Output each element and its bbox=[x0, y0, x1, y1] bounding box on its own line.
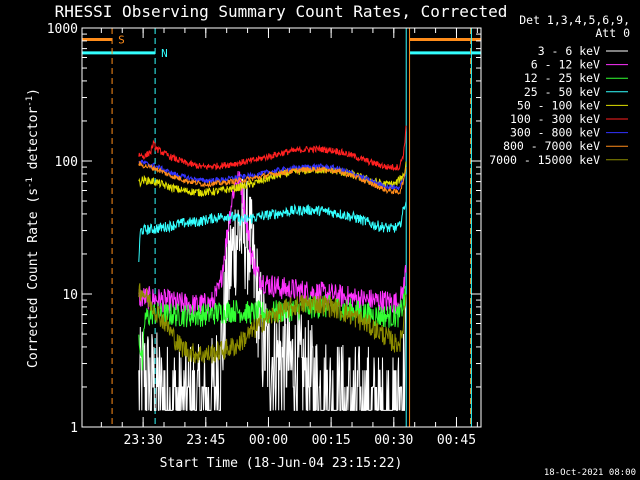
marker-lines bbox=[111, 28, 472, 427]
legend-label: 50 - 100 keV bbox=[517, 98, 600, 112]
legend-label: 12 - 25 keV bbox=[524, 71, 600, 85]
x-tick-label: 00:15 bbox=[312, 433, 351, 448]
x-tick-label: 23:30 bbox=[124, 433, 163, 448]
x-tick-label: 00:45 bbox=[437, 433, 476, 448]
x-tick-label: 00:00 bbox=[249, 433, 288, 448]
x-tick-label: 00:30 bbox=[374, 433, 413, 448]
chart-title: RHESSI Observing Summary Count Rates, Co… bbox=[55, 2, 508, 21]
legend-label: 800 - 7000 keV bbox=[503, 139, 600, 153]
legend-label: 7000 - 15000 keV bbox=[489, 153, 600, 167]
legend-label: 300 - 800 keV bbox=[510, 126, 600, 140]
flag-label: N bbox=[161, 47, 168, 60]
series-group bbox=[138, 125, 407, 411]
legend-label: 100 - 300 keV bbox=[510, 112, 600, 126]
y-axis: 1 10 100 1000 bbox=[47, 22, 481, 436]
series-line-8 bbox=[138, 283, 407, 364]
y-tick-label: 100 bbox=[55, 155, 78, 170]
attenuator-flags: SN bbox=[82, 33, 481, 60]
y-tick-label: 10 bbox=[62, 288, 78, 303]
series-line-3 bbox=[138, 201, 407, 263]
legend-label: 6 - 12 keV bbox=[531, 58, 600, 72]
flag-label: S bbox=[118, 33, 125, 46]
legend-label: 3 - 6 keV bbox=[538, 44, 600, 58]
x-tick-label: 23:45 bbox=[186, 433, 225, 448]
footer-timestamp: 18-Oct-2021 08:00 bbox=[544, 468, 636, 478]
series-line-1 bbox=[138, 170, 407, 316]
series-line-5 bbox=[138, 125, 407, 172]
plot-frame bbox=[81, 27, 482, 428]
series-line-7 bbox=[138, 160, 407, 195]
x-axis-label: Start Time (18-Jun-04 23:15:22) bbox=[160, 456, 403, 471]
series-line-6 bbox=[138, 159, 407, 191]
x-axis: 23:30 23:45 00:00 00:15 00:30 00:45 bbox=[100, 28, 478, 448]
legend-header-1: Det 1,3,4,5,6,9, bbox=[519, 13, 630, 27]
legend-header-2: Att 0 bbox=[595, 26, 630, 40]
series-line-0 bbox=[138, 178, 407, 411]
y-tick-label: 1 bbox=[70, 421, 78, 436]
y-tick-label: 1000 bbox=[47, 22, 78, 37]
legend-label: 25 - 50 keV bbox=[524, 85, 600, 99]
y-axis-label: Corrected Count Rate (s-1 detector-1) bbox=[25, 88, 41, 368]
